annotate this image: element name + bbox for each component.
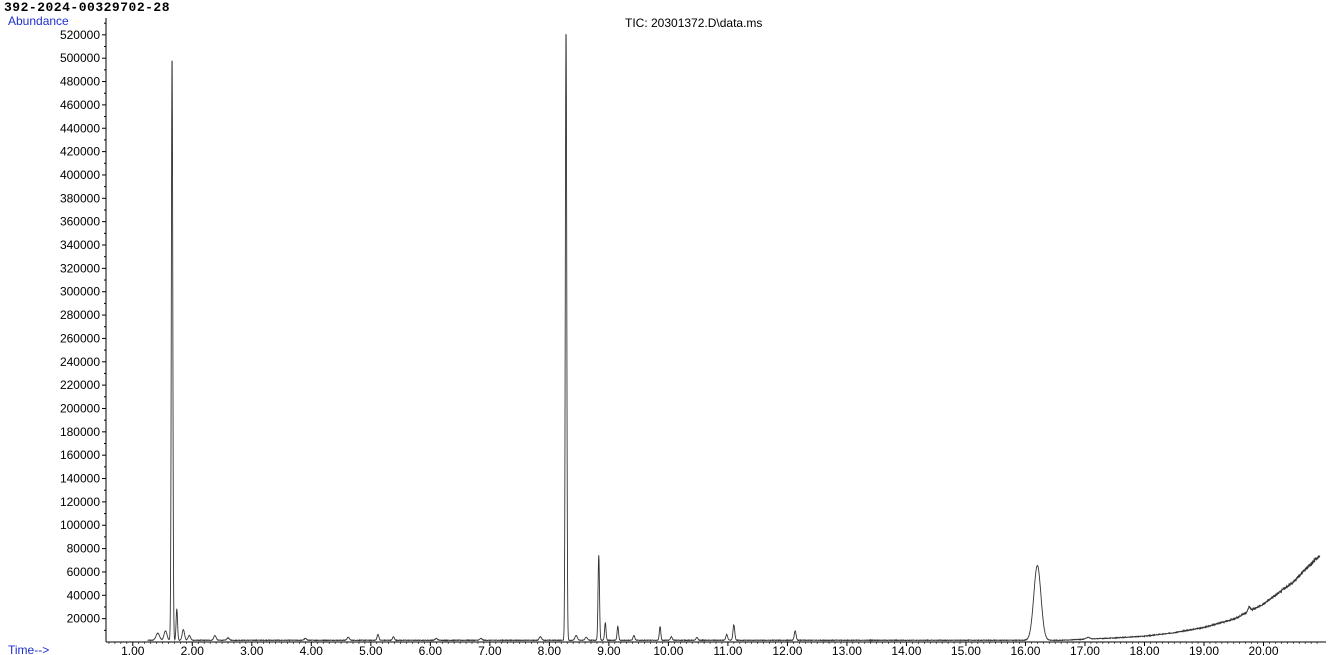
x-tick-label: 13.00 bbox=[832, 644, 862, 655]
y-tick-label: 20000 bbox=[67, 612, 101, 626]
x-axis-title: Time--> bbox=[8, 643, 49, 655]
y-tick-label: 260000 bbox=[60, 331, 100, 345]
y-tick-label: 140000 bbox=[60, 472, 100, 486]
x-tick-label: 16.00 bbox=[1010, 644, 1040, 655]
x-tick-label: 17.00 bbox=[1070, 644, 1100, 655]
x-tick-label: 19.00 bbox=[1189, 644, 1219, 655]
y-tick-label: 80000 bbox=[67, 542, 101, 556]
y-tick-label: 220000 bbox=[60, 378, 100, 392]
y-tick-label: 440000 bbox=[60, 121, 100, 135]
y-tick-label: 400000 bbox=[60, 168, 100, 182]
chart-title: TIC: 20301372.D\data.ms bbox=[625, 16, 762, 30]
y-tick-label: 40000 bbox=[67, 588, 101, 602]
x-tick-label: 1.00 bbox=[121, 644, 145, 655]
x-tick-label: 14.00 bbox=[891, 644, 921, 655]
x-tick-label: 11.00 bbox=[713, 644, 742, 655]
y-axis-ticks: 20000 40000 60000 80000 100000 120000 140000 16… bbox=[60, 22, 106, 631]
x-tick-label: 12.00 bbox=[772, 644, 802, 655]
y-tick-label: 460000 bbox=[60, 98, 100, 112]
y-tick-label: 300000 bbox=[60, 285, 100, 299]
y-tick-label: 520000 bbox=[60, 28, 100, 42]
y-tick-label: 500000 bbox=[60, 51, 100, 65]
x-tick-label: 4.00 bbox=[300, 644, 324, 655]
y-tick-label: 60000 bbox=[67, 565, 101, 579]
x-tick-label: 10.00 bbox=[653, 644, 683, 655]
y-tick-label: 200000 bbox=[60, 401, 100, 415]
y-tick-label: 180000 bbox=[60, 425, 100, 439]
x-tick-label: 3.00 bbox=[240, 644, 264, 655]
x-axis-ticks: 1.00 2.00 3.00 4.00 5.00 6.00 7.00 8.00 9.00 10.0… bbox=[108, 642, 1318, 655]
axes bbox=[105, 18, 1326, 643]
x-tick-label: 6.00 bbox=[419, 644, 443, 655]
x-tick-label: 2.00 bbox=[181, 644, 205, 655]
y-tick-label: 280000 bbox=[60, 308, 100, 322]
x-tick-label: 5.00 bbox=[359, 644, 383, 655]
y-axis-title: Abundance bbox=[8, 14, 69, 28]
tic-trace bbox=[147, 33, 1321, 642]
x-tick-label: 20.00 bbox=[1248, 644, 1278, 655]
x-tick-label: 7.00 bbox=[478, 644, 502, 655]
y-tick-label: 160000 bbox=[60, 448, 100, 462]
y-tick-label: 100000 bbox=[60, 518, 100, 532]
y-tick-label: 420000 bbox=[60, 145, 100, 159]
y-tick-label: 120000 bbox=[60, 495, 100, 509]
y-tick-label: 320000 bbox=[60, 261, 100, 275]
y-tick-label: 480000 bbox=[60, 75, 100, 89]
y-tick-label: 240000 bbox=[60, 355, 100, 369]
y-tick-label: 380000 bbox=[60, 191, 100, 205]
x-tick-label: 15.00 bbox=[951, 644, 981, 655]
sample-id: 392-2024-00329702-28 bbox=[4, 0, 171, 15]
y-tick-label: 360000 bbox=[60, 215, 100, 229]
x-tick-label: 18.00 bbox=[1129, 644, 1159, 655]
x-tick-label: 8.00 bbox=[538, 644, 562, 655]
x-tick-label: 9.00 bbox=[597, 644, 621, 655]
y-tick-label: 340000 bbox=[60, 238, 100, 252]
